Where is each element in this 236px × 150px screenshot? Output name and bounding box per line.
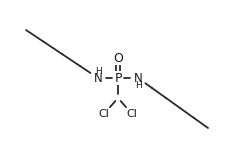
- Text: H: H: [95, 68, 101, 76]
- Text: H: H: [135, 81, 141, 90]
- Text: N: N: [94, 72, 102, 84]
- Text: N: N: [134, 72, 142, 84]
- Text: O: O: [113, 51, 123, 64]
- Text: P: P: [114, 72, 122, 84]
- Text: Cl: Cl: [99, 109, 110, 119]
- Text: Cl: Cl: [126, 109, 137, 119]
